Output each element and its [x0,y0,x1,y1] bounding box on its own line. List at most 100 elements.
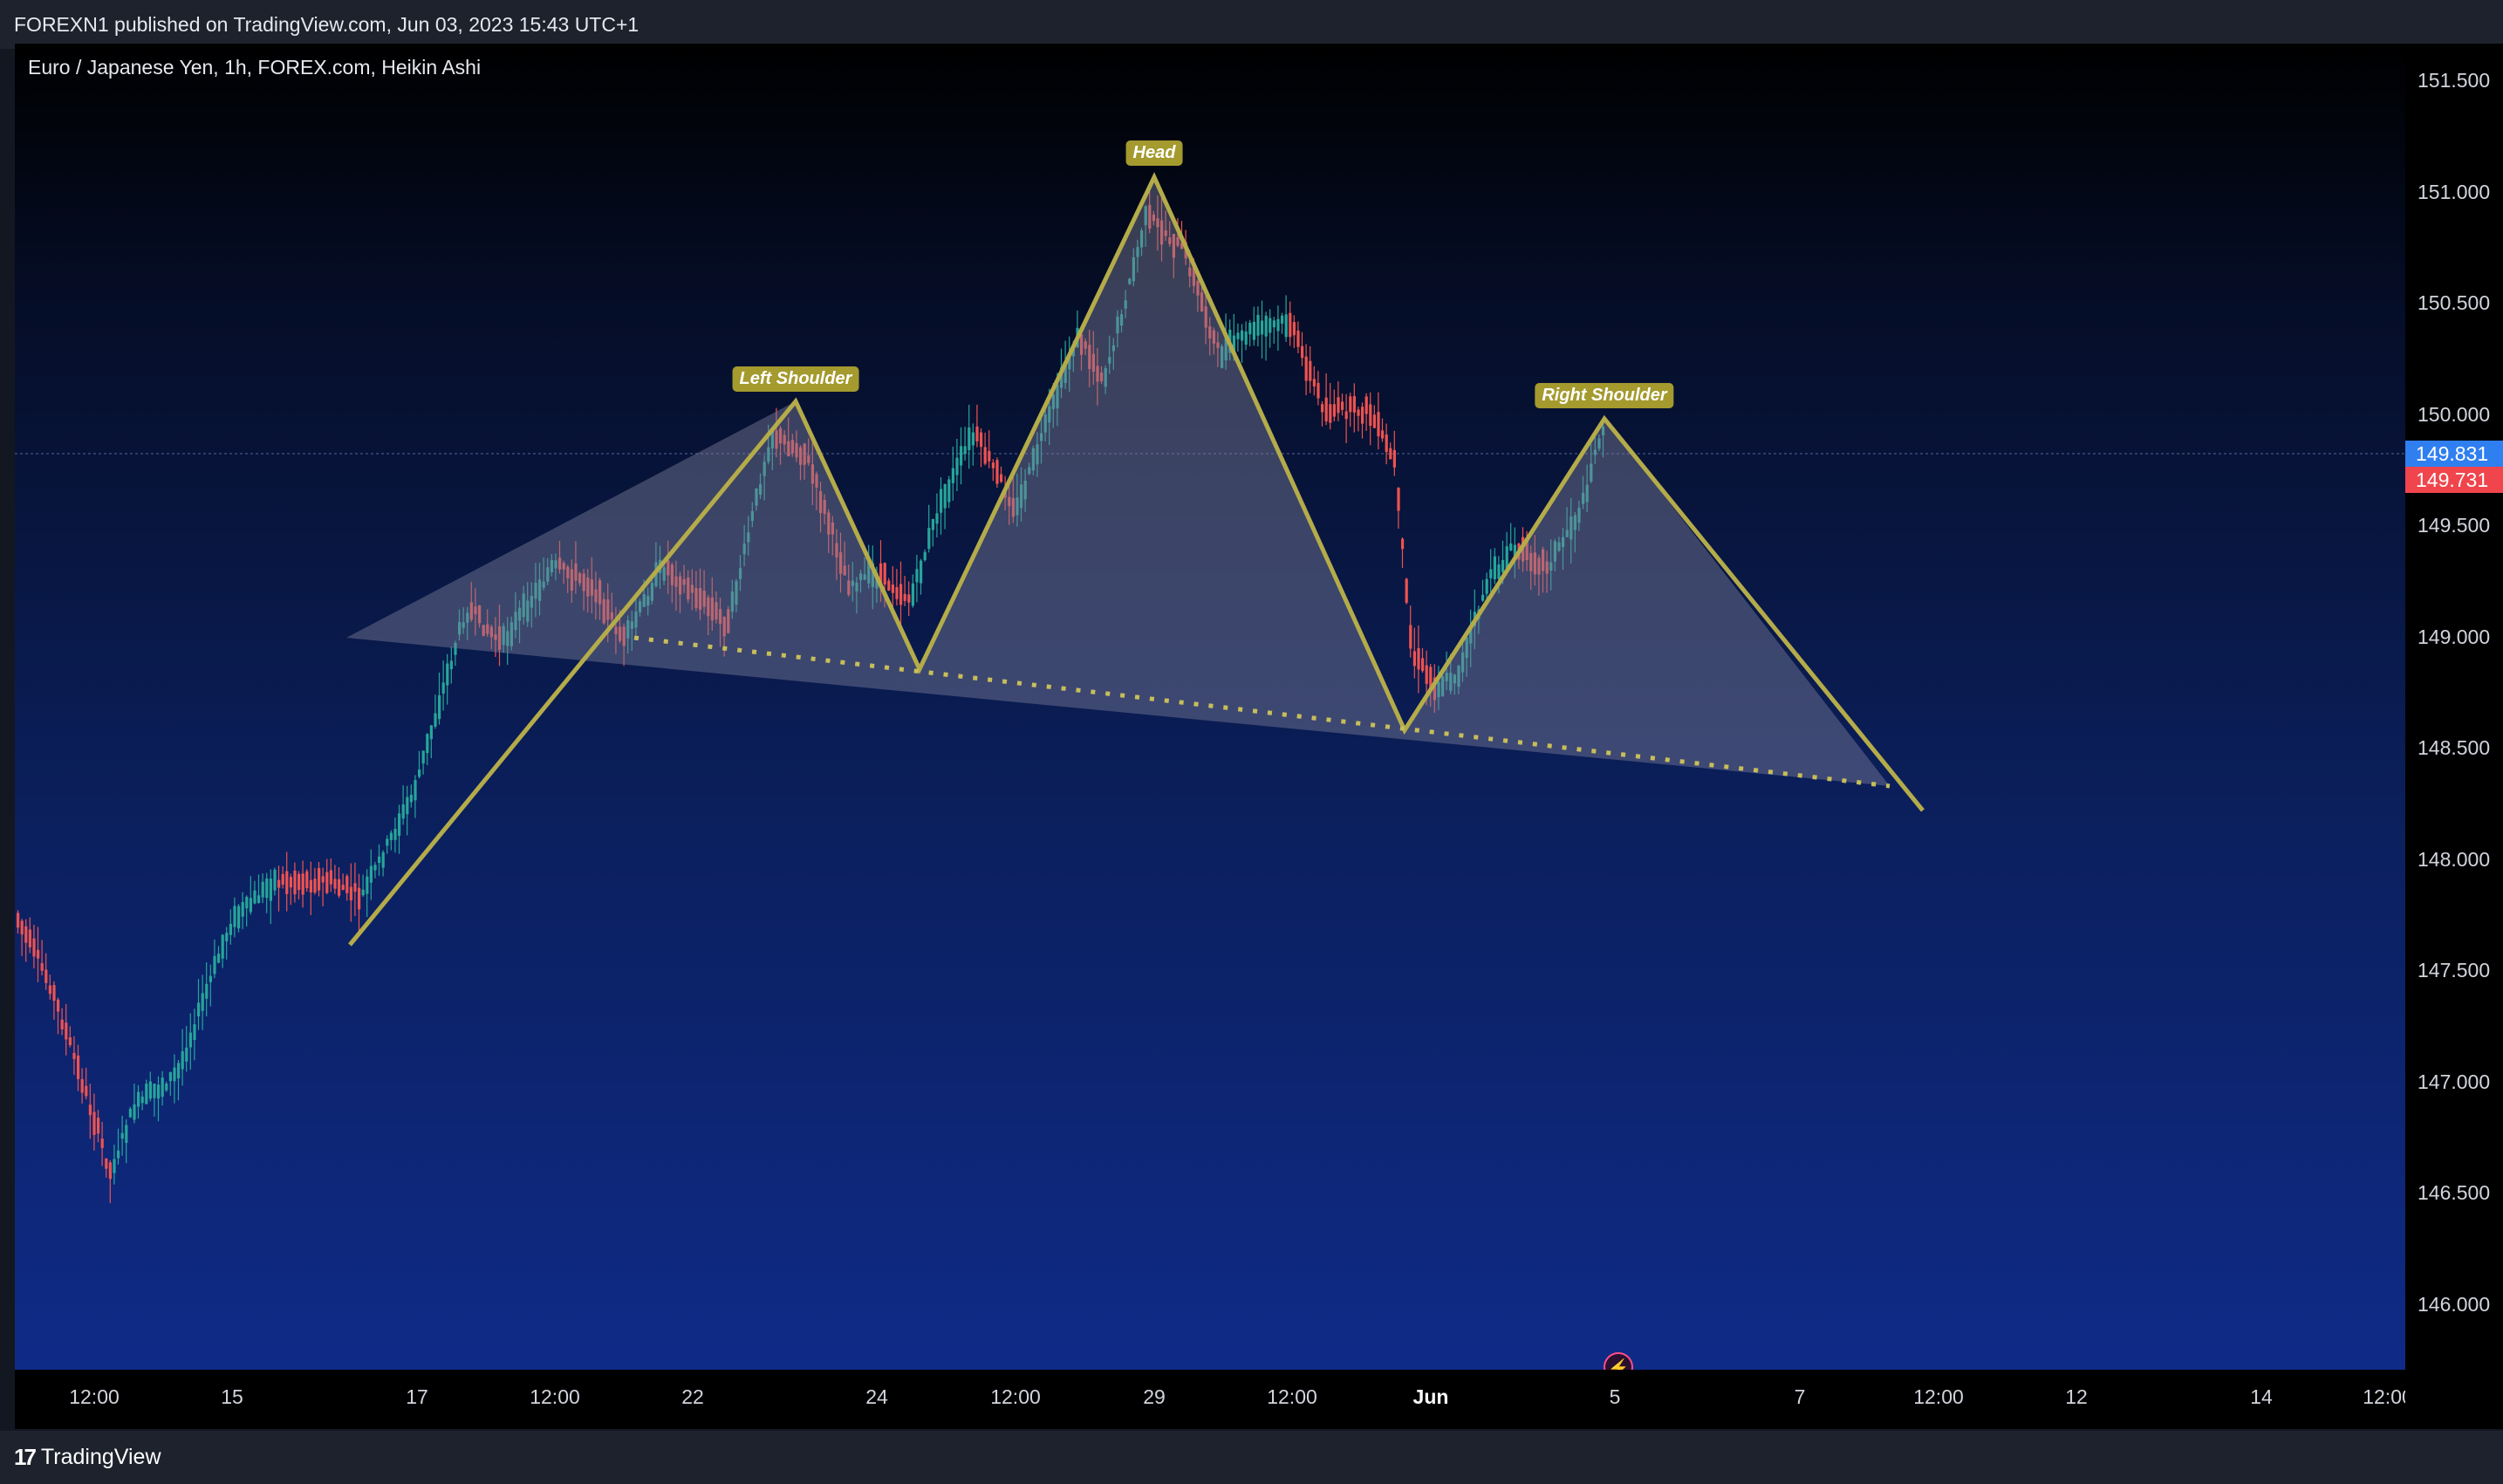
candle-body [1457,666,1460,687]
candle-body [1309,360,1312,381]
candle-body [1023,481,1027,500]
candle-body [329,870,332,885]
candle-body [1437,681,1440,698]
candle-body [120,1132,124,1139]
candle-body [1352,396,1356,413]
candle-body [530,595,533,608]
candle-body [1088,345,1091,369]
candle-body [1385,434,1388,453]
candle-body [185,1047,188,1062]
candle-body [702,591,706,607]
candle-body [775,430,778,449]
candle-body [735,581,738,605]
candle-body [1381,430,1385,439]
candle-body [77,1055,80,1079]
candle-body [1405,578,1408,603]
candle-body [1597,438,1601,449]
candle-body [237,906,241,929]
price-tick: 146.500 [2418,1181,2491,1204]
candle-body [165,1084,168,1091]
candle-body [943,483,947,509]
candle-body [715,602,718,619]
tradingview-logo[interactable]: 17 TradingView [0,1444,161,1471]
candle-body [1063,362,1067,384]
candle-body [221,934,224,959]
candle-body [1421,658,1425,672]
candle-body [381,851,385,868]
candle-body [1156,218,1159,228]
candle-body [506,631,509,646]
candle-body [1241,330,1244,341]
candle-body [940,489,943,513]
candle-body [173,1067,176,1082]
price-axis[interactable]: 151.500 151.000 150.500 150.000 149.500 … [2405,44,2503,1429]
candle-body [1132,256,1135,282]
time-tick: 12:00 [1267,1385,1317,1408]
candle-body [1252,321,1255,340]
right-shoulder-label[interactable]: Right Shoulder [1535,383,1674,408]
candle-body [831,522,834,535]
candle-body [197,1002,201,1017]
candle-body [1461,652,1465,673]
candle-body [895,587,899,599]
candle-body [1329,404,1332,423]
candle-body [619,626,622,641]
candle-body [1585,484,1589,503]
candle-body [100,1139,104,1148]
candle-body [273,869,277,891]
candle-body [40,963,44,971]
candle-body [1553,541,1556,562]
symbol-legend[interactable]: Euro / Japanese Yen, 1h, FOREX.com, Heik… [28,56,482,79]
candle-body [1357,409,1360,416]
candle-body [642,594,646,607]
chart-container[interactable]: Euro / Japanese Yen, 1h, FOREX.com, Heik… [15,44,2503,1429]
candle-body [790,440,794,454]
candle-body [1401,538,1405,550]
candle-body [1372,414,1376,428]
candle-body [1501,559,1505,572]
candle-body [24,926,28,943]
candle-body [148,1081,152,1099]
candle-body [955,457,959,475]
candle-body [662,567,666,581]
candle-body [1304,356,1308,381]
candle-body [97,1118,100,1134]
candle-body [28,929,31,947]
candle-body [1160,220,1164,245]
candle-body [622,626,626,646]
candle-body [1389,448,1392,460]
candle-body [389,832,393,841]
candle-body [1573,515,1576,530]
candle-body [770,429,774,449]
time-axis[interactable]: 12:00 15 17 12:00 22 24 12:00 29 12:00 J… [15,1370,2405,1429]
publisher-text: FOREXN1 published on TradingView.com, Ju… [14,12,639,36]
candle-body [975,426,979,441]
candle-body [1316,382,1320,399]
candle-body [835,543,838,557]
candle-body [795,442,798,458]
candle-body [630,621,633,629]
candle-body [358,887,361,910]
candle-body [225,933,229,942]
candle-body [863,574,866,580]
candle-body [787,441,790,457]
candle-body [871,563,874,587]
candle-body [1542,549,1545,571]
candle-body [113,1159,116,1173]
candle-body [915,569,919,583]
candle-body [899,584,903,605]
candle-body [1453,674,1456,684]
candle-body [441,682,445,694]
candle-body [421,750,425,764]
left-shoulder-label[interactable]: Left Shoulder [732,366,859,392]
candle-body [1465,637,1468,659]
head-label[interactable]: Head [1125,140,1183,166]
candle-body [1212,330,1215,344]
candle-body [393,829,397,840]
candle-body [783,434,786,445]
candle-body [1148,204,1152,229]
time-tick: 12:00 [1913,1385,1964,1408]
candle-body [1425,665,1428,684]
candle-body [201,993,204,1011]
chart-plot-area[interactable]: Euro / Japanese Yen, 1h, FOREX.com, Heik… [15,44,2405,1429]
